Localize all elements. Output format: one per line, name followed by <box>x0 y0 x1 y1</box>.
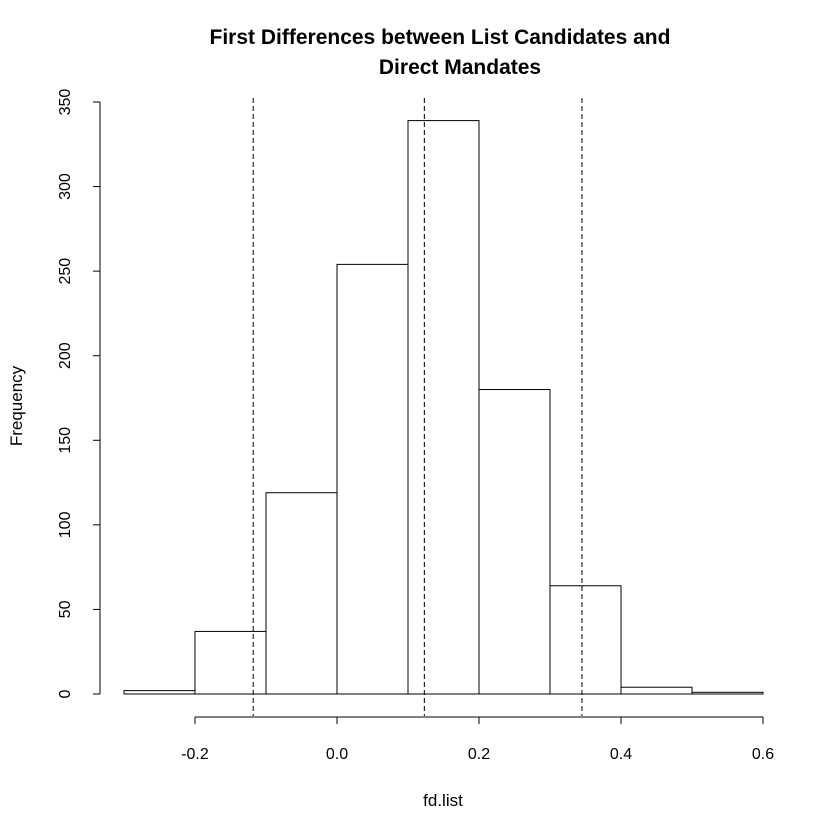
chart-title: First Differences between List Candidate… <box>210 26 671 79</box>
x-tick-label-3: 0.4 <box>610 746 632 763</box>
y-tick-label-2: 100 <box>57 511 74 538</box>
histogram-bar-0 <box>123 690 196 695</box>
histogram-bar-7 <box>620 686 693 695</box>
x-axis: -0.2 0.0 0.2 0.4 0.6 <box>181 716 774 763</box>
x-tick-label-0: -0.2 <box>181 746 209 763</box>
y-axis: 0 50 100 150 200 250 300 350 <box>57 89 101 698</box>
y-tick-label-3: 150 <box>57 427 74 454</box>
y-tick-label-4: 200 <box>57 342 74 369</box>
bars-group <box>123 120 764 695</box>
x-tick-label-4: 0.6 <box>752 746 774 763</box>
y-tick-label-1: 50 <box>57 600 74 618</box>
y-tick-label-6: 300 <box>57 173 74 200</box>
histogram-bar-4 <box>407 120 480 695</box>
y-tick-label-7: 350 <box>57 89 74 116</box>
histogram-bar-6 <box>549 585 622 695</box>
histogram-bar-3 <box>336 263 409 695</box>
reference-lines-group <box>252 98 583 716</box>
chart-title-line-2: Direct Mandates <box>379 56 541 79</box>
x-tick-label-2: 0.2 <box>468 746 490 763</box>
y-tick-label-0: 0 <box>57 689 74 698</box>
histogram-bar-8 <box>691 691 764 695</box>
y-axis-label: Frequency <box>7 365 26 446</box>
histogram-bar-1 <box>194 630 267 695</box>
x-axis-label: fd.list <box>423 791 463 810</box>
y-tick-label-5: 250 <box>57 258 74 285</box>
x-tick-label-1: 0.0 <box>326 746 348 763</box>
chart-title-line-1: First Differences between List Candidate… <box>210 26 671 49</box>
histogram-bar-2 <box>265 492 338 695</box>
histogram-bar-5 <box>478 389 551 695</box>
